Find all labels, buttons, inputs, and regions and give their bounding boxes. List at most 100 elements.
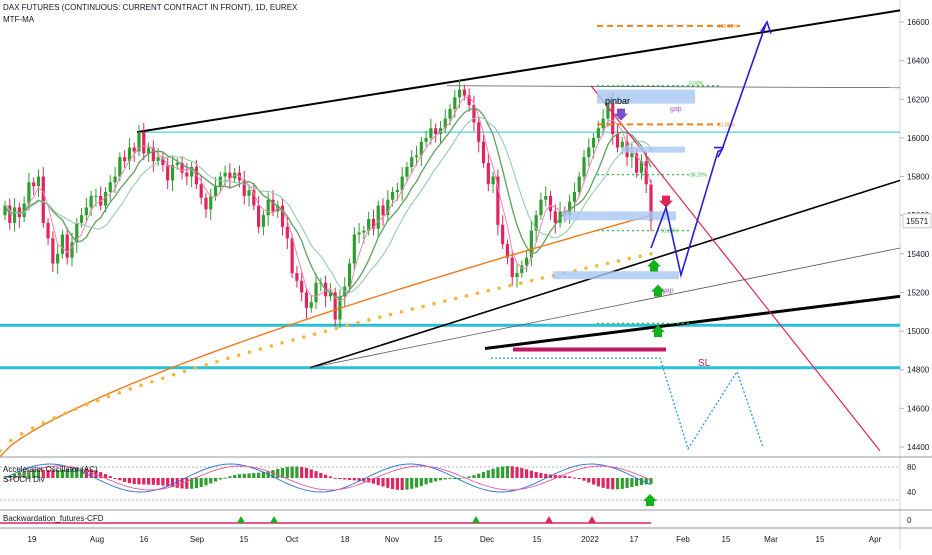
candle-body (185, 172, 189, 177)
candle-body (386, 199, 390, 216)
candle-body (27, 182, 31, 204)
sl-label: SL (698, 358, 711, 369)
long-ma-dot (204, 362, 208, 367)
long-ma-dot (334, 326, 339, 331)
candle-body (539, 199, 543, 216)
candle-body (587, 147, 591, 158)
backwardation-marker (270, 516, 278, 523)
candle-body (190, 166, 194, 177)
ac-bar (304, 467, 309, 478)
candle-body (65, 234, 69, 258)
channel-upper-line (136, 9, 901, 134)
ac-bar (75, 468, 79, 478)
long-ma-dot (519, 281, 523, 285)
ac-bar (414, 478, 419, 488)
candle-body (175, 163, 179, 165)
ac-bar (524, 469, 529, 478)
candle-body (424, 137, 428, 142)
ac-bar (276, 469, 280, 478)
ac-bar (156, 478, 160, 486)
candle-body (486, 163, 490, 185)
ac-bar (151, 478, 155, 485)
ac-bar (367, 478, 371, 483)
candle-body (510, 257, 514, 277)
long-ma-dot (399, 309, 404, 314)
ac-bar (357, 478, 361, 481)
ac-bar (84, 468, 88, 478)
long-ma-dot (508, 283, 512, 288)
candle-body (89, 195, 93, 208)
fib-100-orange-label: 100.00% (718, 24, 738, 30)
candle-body (70, 242, 74, 258)
candle-body (477, 122, 481, 142)
ac-bar (386, 478, 390, 488)
ac-bar (194, 478, 199, 489)
candle-body (75, 222, 79, 243)
candle-body (615, 134, 620, 148)
ac-bar (381, 478, 385, 487)
candle-body (371, 219, 376, 229)
candle-body (166, 164, 170, 181)
candle-body (118, 157, 122, 177)
long-ma-dot (616, 259, 621, 263)
candle-body (462, 89, 466, 96)
y-tick-label: 15000 (907, 327, 930, 336)
ac-bar (3, 478, 7, 479)
candle-body (544, 195, 548, 200)
candle-body (524, 257, 529, 266)
long-ma-dot (312, 332, 317, 336)
channel-thin-line (309, 247, 901, 369)
candle-body (56, 253, 60, 264)
candle-body (333, 292, 337, 320)
candle-body (213, 186, 218, 196)
candle-body (103, 192, 108, 206)
ac-bar (649, 478, 653, 484)
candle-body (606, 99, 610, 119)
long-ma-dot (627, 256, 632, 261)
ac-bar (443, 478, 447, 480)
ac-bar (36, 469, 41, 478)
ac-bar (161, 478, 165, 486)
ac-bar (553, 474, 557, 478)
candle-body (252, 190, 256, 206)
ac-bar (515, 466, 519, 478)
long-ma-dot (594, 263, 599, 268)
ac-bar (113, 478, 117, 479)
long-ma-dot (128, 387, 132, 391)
candle-body (108, 182, 112, 192)
long-ma-dot (160, 376, 165, 381)
ac-bar (338, 478, 342, 479)
indicator-label: MTF-MA (3, 15, 35, 24)
ac-bar (333, 477, 337, 479)
x-tick-label: 2022 (581, 535, 599, 544)
candle-body (649, 184, 653, 221)
x-tick-label: 15 (434, 535, 443, 544)
candle-body (94, 195, 98, 197)
x-tick-label: 15 (722, 535, 731, 544)
candle-body (3, 205, 7, 216)
ac-bar (477, 473, 481, 478)
ac-bar (261, 472, 265, 478)
candle-body (328, 292, 332, 297)
candle-body (558, 211, 562, 223)
buy-arrow (647, 259, 661, 272)
gap-box (563, 211, 676, 221)
fib-0-label: 0.00% (689, 81, 704, 87)
candle-body (434, 128, 438, 135)
long-ma-dot (280, 341, 284, 345)
candle-body (123, 157, 127, 162)
long-ma-dot (0, 449, 2, 453)
candle-body (448, 108, 452, 119)
forecast-arrowhead (714, 146, 725, 158)
backwardation-tick-0: 0 (907, 516, 912, 525)
ac-bar (419, 478, 423, 486)
ac-bar (17, 472, 21, 478)
stoch-panel-label: STOCH Div (3, 475, 45, 484)
x-tick-label: 15 (240, 535, 249, 544)
candle-body (180, 163, 184, 173)
ac-bar (572, 477, 577, 479)
forecast-path (650, 23, 767, 279)
candle-body (400, 176, 404, 191)
